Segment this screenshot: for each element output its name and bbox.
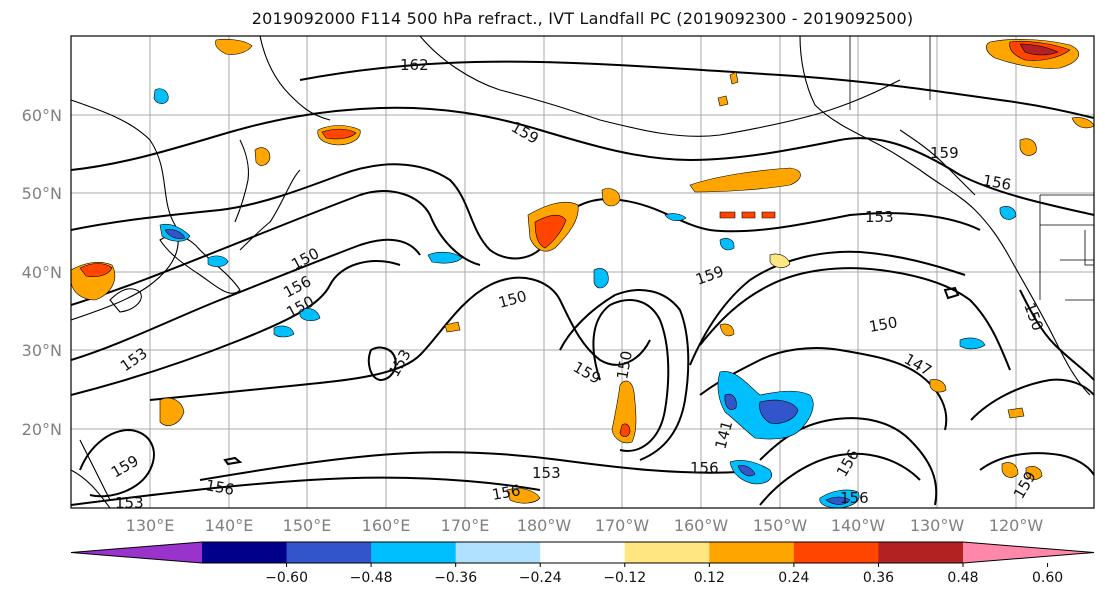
- colorbar-segment: [371, 542, 457, 563]
- lat-label: 40°N: [22, 263, 62, 282]
- map-frame: [70, 35, 1095, 509]
- colorbar-tick-label: −0.60: [265, 570, 308, 586]
- lon-label: 150°W: [753, 516, 808, 535]
- lon-label: 140°W: [831, 516, 886, 535]
- lon-label: 160°W: [674, 516, 729, 535]
- colorbar-segment: [878, 542, 964, 563]
- lat-label: 60°N: [22, 106, 62, 125]
- graticule: [71, 36, 1094, 508]
- lat-label: 20°N: [22, 420, 62, 439]
- colorbar-segment: [286, 542, 372, 563]
- lon-label: 130°W: [910, 516, 965, 535]
- colorbar-tick-label: −0.24: [519, 570, 562, 586]
- lon-label: 170°W: [595, 516, 650, 535]
- contour-label: 153: [115, 494, 144, 512]
- colorbar-tick-label: −0.12: [603, 570, 646, 586]
- contour-label: 150: [868, 313, 899, 336]
- colorbar-tick-label: 0.48: [947, 570, 978, 586]
- colorbar-tick-label: −0.36: [434, 570, 477, 586]
- colorbar-tick-label: 0.24: [778, 570, 809, 586]
- contour-label: 162: [400, 56, 429, 74]
- colorbar-outline: [70, 541, 1095, 564]
- lon-label: 170°E: [441, 516, 490, 535]
- colorbar-extend-high: [963, 542, 1094, 563]
- contour-label: 156: [204, 476, 235, 499]
- contour-label: 153: [532, 464, 561, 482]
- colorbar-segment: [624, 542, 710, 563]
- contour-label: 156: [491, 481, 522, 504]
- colorbar-extend-low: [71, 542, 202, 563]
- lon-label: 160°E: [362, 516, 411, 535]
- colorbar-tick-label: 0.60: [1032, 570, 1063, 586]
- contour-label: 156: [840, 489, 869, 507]
- lon-label: 150°E: [283, 516, 332, 535]
- map-title: 2019092000 F114 500 hPa refract., IVT La…: [251, 9, 914, 28]
- borders: [849, 36, 1094, 301]
- contour-label: 159: [930, 144, 959, 162]
- latitude-labels: 60°N 50°N 40°N 30°N 20°N: [22, 106, 62, 439]
- lat-label: 50°N: [22, 184, 62, 203]
- longitude-labels: 130°E 140°E 150°E 160°E 170°E 180°W 170°…: [126, 516, 1044, 535]
- lat-label: 30°N: [22, 341, 62, 360]
- anomaly-shading: [71, 38, 1094, 508]
- colorbar-tick-label: 0.12: [694, 570, 725, 586]
- colorbar-segment: [709, 542, 795, 563]
- colorbar-segment: [202, 542, 288, 563]
- lon-label: 140°E: [205, 516, 254, 535]
- colorbar-segment: [455, 542, 541, 563]
- lon-label: 130°E: [126, 516, 175, 535]
- colorbar-tick-label: 0.36: [863, 570, 894, 586]
- contour-label: 156: [690, 459, 719, 477]
- lon-label: 120°W: [989, 516, 1044, 535]
- contour-label: 150: [613, 349, 636, 380]
- colorbar: −0.60 −0.48 −0.36 −0.24 −0.12 0.12 0.24 0.36 0.4…: [70, 541, 1095, 586]
- colorbar-tick-label: −0.48: [350, 570, 393, 586]
- lon-label: 180°W: [517, 516, 572, 535]
- contour-label: 156: [981, 171, 1012, 194]
- colorbar-segment: [540, 542, 626, 563]
- contour-label: 153: [865, 208, 894, 226]
- colorbar-segment: [793, 542, 879, 563]
- refractivity-contours: [71, 60, 1094, 506]
